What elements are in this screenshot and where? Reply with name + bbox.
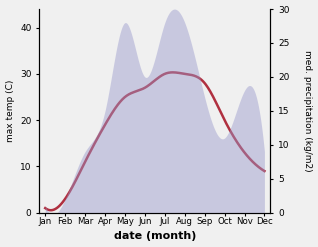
Y-axis label: med. precipitation (kg/m2): med. precipitation (kg/m2): [303, 50, 313, 172]
X-axis label: date (month): date (month): [114, 231, 196, 242]
Y-axis label: max temp (C): max temp (C): [5, 80, 15, 142]
